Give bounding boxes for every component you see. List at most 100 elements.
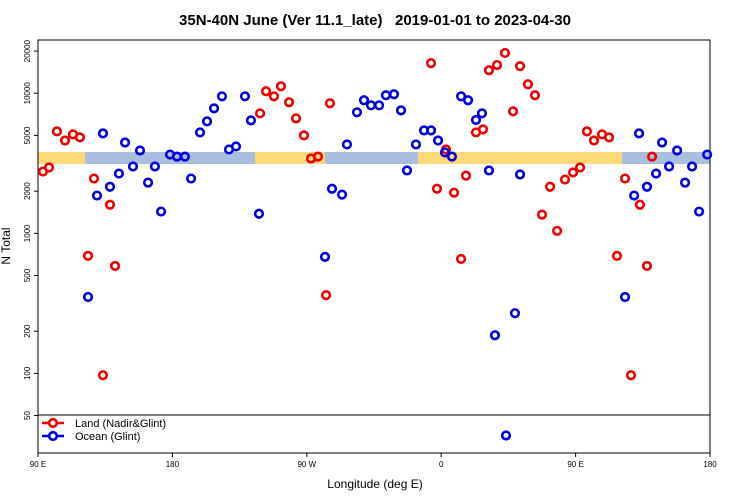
point (410, 139, 422, 150)
point (633, 128, 645, 139)
x-tick-label: 180 (703, 460, 717, 469)
point (253, 208, 265, 219)
point (260, 86, 272, 97)
point (581, 126, 593, 137)
chart-title: 35N-40N June (Ver 11.1_late) 2019-01-01 … (179, 12, 571, 29)
point (432, 135, 444, 146)
point (629, 190, 640, 201)
point (185, 173, 197, 184)
point (134, 145, 146, 156)
point (663, 161, 675, 172)
y-tick-label: 500 (23, 268, 32, 282)
point (446, 151, 458, 162)
point (646, 151, 658, 162)
point (109, 260, 121, 272)
point (529, 90, 541, 101)
y-tick-label: 5000 (23, 126, 32, 144)
legend-label: Ocean (Glint) (75, 431, 140, 443)
point (625, 370, 637, 381)
x-axis-label: Longitude (deg E) (327, 477, 422, 491)
point (82, 291, 94, 303)
point (395, 105, 407, 116)
point (88, 173, 100, 184)
point (672, 145, 683, 156)
point (201, 116, 213, 127)
point (239, 91, 251, 102)
point (373, 100, 385, 111)
point (97, 128, 109, 139)
point (483, 65, 495, 76)
point (500, 430, 512, 441)
point (149, 161, 161, 172)
legend-marker (47, 417, 59, 429)
point (559, 174, 571, 185)
point (693, 206, 705, 217)
point (97, 370, 109, 381)
y-tick-label: 100 (23, 366, 32, 380)
point (59, 135, 71, 146)
point (514, 169, 526, 180)
point (611, 250, 623, 261)
point (460, 170, 472, 181)
point (104, 181, 116, 192)
point (51, 126, 63, 137)
point (230, 141, 242, 152)
x-tick-label: 90 E (567, 460, 583, 469)
point (380, 90, 392, 101)
point (507, 106, 519, 117)
point (679, 177, 691, 188)
point (127, 161, 139, 172)
x-tick-label: 180 (166, 460, 180, 469)
point (650, 168, 662, 179)
point (319, 251, 331, 262)
point (462, 95, 474, 106)
x-tick-label: 90 E (30, 460, 46, 469)
point (551, 225, 563, 237)
y-tick-label: 200 (23, 324, 32, 338)
point (82, 250, 94, 261)
point (634, 199, 646, 210)
point (574, 162, 586, 173)
point (641, 260, 653, 272)
point (254, 108, 266, 119)
point (509, 308, 521, 319)
point (536, 209, 548, 220)
point (290, 113, 302, 124)
y-tick-label: 10000 (23, 82, 32, 105)
point (283, 97, 295, 108)
y-tick-label: 50 (23, 411, 32, 420)
point (491, 59, 503, 71)
point (179, 151, 191, 162)
point (619, 291, 631, 303)
point (686, 161, 698, 172)
point (119, 137, 131, 148)
point (216, 91, 228, 102)
point (477, 124, 489, 135)
point (544, 181, 556, 192)
point (324, 98, 336, 109)
point (312, 151, 324, 162)
land-ocean-strip (38, 152, 710, 164)
point (448, 187, 460, 198)
point (208, 103, 220, 114)
point (619, 173, 631, 184)
point (489, 330, 501, 341)
point (603, 132, 615, 143)
y-tick-label: 2000 (23, 182, 32, 200)
point (336, 189, 348, 200)
point (702, 149, 713, 160)
x-tick-label: 0 (439, 460, 444, 469)
point (588, 135, 600, 146)
land-band (38, 152, 85, 164)
plot-frame (37, 39, 711, 454)
point (74, 132, 86, 143)
point (401, 165, 413, 176)
point (275, 81, 287, 92)
point (194, 127, 206, 138)
y-tick-label: 1000 (23, 224, 32, 242)
x-tick-label: 90 W (297, 460, 316, 469)
point (365, 100, 377, 111)
point (155, 206, 167, 217)
point (656, 137, 668, 148)
